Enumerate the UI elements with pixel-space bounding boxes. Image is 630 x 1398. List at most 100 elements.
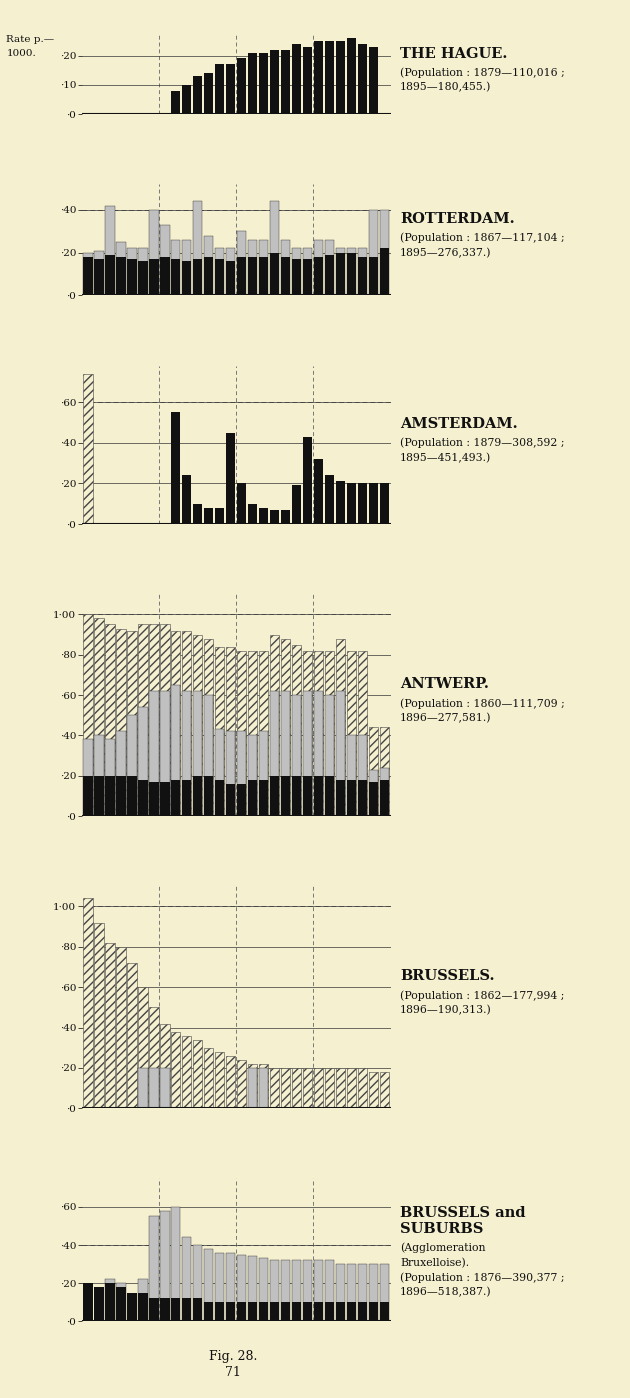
Bar <box>149 1008 159 1109</box>
Bar <box>237 784 246 816</box>
Text: (Population : 1867—117,104 ;
1895—276,337.): (Population : 1867—117,104 ; 1895—276,33… <box>400 233 564 259</box>
Bar <box>336 481 345 524</box>
Bar <box>369 727 378 816</box>
Bar <box>303 436 312 524</box>
Bar <box>127 776 137 816</box>
Bar <box>303 1302 312 1321</box>
Bar <box>237 484 246 524</box>
Bar <box>248 1257 258 1321</box>
Bar <box>204 695 214 816</box>
Bar <box>160 257 169 295</box>
Bar <box>105 1283 115 1321</box>
Text: (Population : 1879—308,592 ;
1895—451,493.): (Population : 1879—308,592 ; 1895—451,49… <box>400 438 564 463</box>
Bar <box>83 740 93 816</box>
Bar <box>83 776 93 816</box>
Bar <box>369 770 378 816</box>
Bar <box>171 1032 181 1109</box>
Bar <box>336 1068 345 1109</box>
Bar <box>248 1302 258 1321</box>
Bar <box>204 73 214 115</box>
Bar <box>248 503 258 524</box>
Bar <box>94 923 103 1109</box>
Bar <box>292 644 301 816</box>
Bar <box>358 1068 367 1109</box>
Bar <box>369 484 378 524</box>
Bar <box>116 731 125 816</box>
Bar <box>182 1299 192 1321</box>
Bar <box>259 507 268 524</box>
Bar <box>358 650 367 816</box>
Bar <box>259 731 268 816</box>
Bar <box>116 257 125 295</box>
Bar <box>160 691 169 816</box>
Bar <box>171 1299 181 1321</box>
Text: (Population : 1862—177,994 ;
1896—190,313.): (Population : 1862—177,994 ; 1896—190,31… <box>400 990 564 1015</box>
Bar <box>259 1258 268 1321</box>
Bar <box>248 780 258 816</box>
Bar <box>270 1302 279 1321</box>
Bar <box>380 768 389 816</box>
Bar <box>336 253 345 295</box>
Bar <box>303 249 312 295</box>
Bar <box>248 735 258 816</box>
Bar <box>380 210 389 295</box>
Bar <box>292 259 301 295</box>
Bar <box>226 1055 236 1109</box>
Bar <box>347 38 357 115</box>
Bar <box>149 1216 159 1321</box>
Bar <box>369 1302 378 1321</box>
Bar <box>292 249 301 295</box>
Bar <box>193 691 202 816</box>
Bar <box>314 459 323 524</box>
Bar <box>314 1068 323 1109</box>
Bar <box>204 1047 214 1109</box>
Bar <box>248 1064 258 1109</box>
Bar <box>105 942 115 1109</box>
Bar <box>226 64 236 115</box>
Bar <box>237 1060 246 1109</box>
Bar <box>303 776 312 816</box>
Bar <box>149 691 159 816</box>
Bar <box>292 776 301 816</box>
Bar <box>193 1299 202 1321</box>
Bar <box>149 259 159 295</box>
Bar <box>325 650 335 816</box>
Bar <box>226 731 236 816</box>
Bar <box>358 1264 367 1321</box>
Bar <box>270 253 279 295</box>
Bar <box>259 257 268 295</box>
Bar <box>325 776 335 816</box>
Bar <box>116 1283 125 1321</box>
Bar <box>149 625 159 816</box>
Bar <box>182 475 192 524</box>
Bar <box>303 1260 312 1321</box>
Bar <box>105 1279 115 1321</box>
Bar <box>182 691 192 816</box>
Bar <box>281 639 290 816</box>
Bar <box>215 259 224 295</box>
Bar <box>347 650 357 816</box>
Bar <box>292 485 301 524</box>
Bar <box>259 1068 268 1109</box>
Bar <box>369 46 378 115</box>
Bar <box>193 1040 202 1109</box>
Bar <box>83 257 93 295</box>
Bar <box>105 254 115 295</box>
Bar <box>138 1068 147 1109</box>
Bar <box>281 510 290 524</box>
Bar <box>226 261 236 295</box>
Bar <box>193 259 202 295</box>
Bar <box>347 1068 357 1109</box>
Bar <box>358 43 367 115</box>
Bar <box>347 780 357 816</box>
Bar <box>204 236 214 295</box>
Bar <box>182 780 192 816</box>
Bar <box>281 50 290 115</box>
Bar <box>314 240 323 295</box>
Bar <box>116 776 125 816</box>
Bar <box>149 210 159 295</box>
Bar <box>259 780 268 816</box>
Bar <box>380 249 389 295</box>
Bar <box>358 484 367 524</box>
Bar <box>303 259 312 295</box>
